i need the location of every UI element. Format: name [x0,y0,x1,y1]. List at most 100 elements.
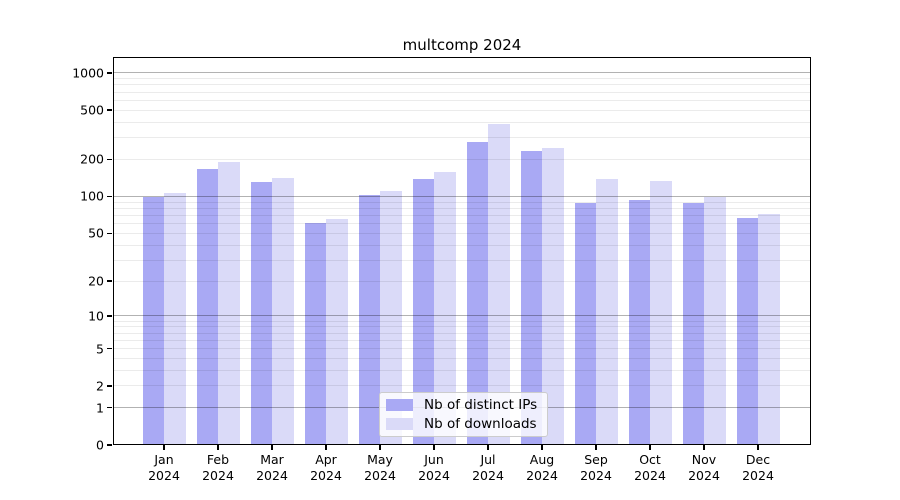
x-axis-tick-oct [649,445,651,450]
bar-ips-jun [412,178,434,445]
y-axis-tick-1 [107,406,112,409]
x-axis-label-feb: Feb 2024 [202,452,234,483]
gridline-minor-30 [114,259,810,261]
gridline-minor-90 [114,201,810,203]
x-axis-tick-apr [325,445,327,450]
y-axis-tick-500 [107,109,112,111]
x-axis-label-apr: Apr 2024 [310,452,342,483]
y-axis-label-1: 1 [96,400,104,416]
legend-label-distinct-ips: Nb of distinct IPs [424,397,538,413]
gridline-minor-9 [114,320,810,322]
bar-ips-may [358,194,380,445]
bar-downloads-feb [218,162,240,445]
y-axis-tick-1000 [107,72,112,74]
bar-ips-jan [142,197,164,445]
gridline-minor-400 [114,121,810,123]
x-axis-tick-jan [163,445,165,450]
y-axis-label-5: 5 [96,341,104,356]
bar-downloads-mar [272,178,294,445]
x-axis-label-jul: Jul 2024 [472,452,504,483]
bar-downloads-aug [542,147,564,445]
gridline-minor-70 [114,214,810,216]
x-axis-label-oct: Oct 2024 [634,452,666,483]
gridline-minor-600 [114,99,810,101]
y-axis-label-20: 20 [88,273,104,289]
x-axis-tick-may [379,445,381,450]
y-axis-tick-0 [107,444,112,446]
x-axis-label-jan: Jan 2024 [148,452,180,483]
bar-ips-feb [196,169,218,445]
bar-downloads-nov [704,197,726,445]
y-axis-label-50: 50 [88,225,104,241]
y-axis-label-2: 2 [96,378,104,394]
gridline-minor-20 [114,280,810,282]
x-axis-label-mar: Mar 2024 [256,452,288,483]
y-axis-label-100: 100 [80,188,104,204]
y-axis-label-200: 200 [80,151,104,167]
bar-downloads-sep [596,178,618,445]
y-axis-tick-50 [107,232,112,234]
gridline-minor-80 [114,207,810,209]
bar-ips-oct [628,200,650,445]
gridline-minor-800 [114,84,810,86]
bar-downloads-jan [164,193,186,445]
x-axis-tick-aug [541,445,543,450]
x-axis-tick-mar [271,445,273,450]
gridline-minor-2 [114,385,810,387]
y-axis-tick-5 [107,347,112,350]
bar-ips-aug [520,150,542,445]
legend-swatch-downloads-icon [386,418,413,430]
gridline-minor-8 [114,326,810,328]
x-axis-tick-nov [703,445,705,450]
x-axis-label-nov: Nov 2024 [688,452,720,483]
bar-ips-sep [574,203,596,445]
bar-downloads-may [380,190,402,445]
gridline-minor-60 [114,223,810,225]
y-axis-label-1000: 1000 [72,65,104,81]
x-axis-label-sep: Sep 2024 [580,452,612,483]
x-axis-tick-dec [757,445,759,450]
legend-swatch-distinct-ips-icon [386,399,413,411]
x-axis-label-aug: Aug 2024 [526,452,558,483]
gridline-minor-50 [114,232,810,234]
y-axis-tick-200 [107,158,112,161]
bar-ips-dec [736,217,758,445]
bar-ips-mar [250,182,272,445]
y-axis-tick-10 [107,315,112,317]
bar-ips-jul [466,141,488,445]
y-axis-tick-100 [107,195,112,198]
y-axis-label-10: 10 [88,308,104,324]
gridline-minor-4 [114,357,810,359]
x-axis-tick-jul [487,445,489,450]
bar-downloads-apr [326,219,348,445]
x-axis-label-dec: Dec 2024 [742,452,774,483]
chart-title: multcomp 2024 [402,36,522,54]
gridline-minor-200 [114,158,810,160]
gridline-minor-6 [114,339,810,341]
y-axis-label-500: 500 [80,102,104,118]
legend: Nb of distinct IPs Nb of downloads [379,392,549,437]
gridline-minor-3 [114,369,810,371]
y-axis-tick-20 [107,280,112,282]
gridline-minor-900 [114,78,810,80]
gridline-minor-500 [114,109,810,111]
bar-downloads-jul [488,123,510,445]
legend-item-distinct-ips: Nb of distinct IPs [386,397,537,413]
gridline-major-10 [114,315,810,317]
x-axis-label-may: May 2024 [364,452,396,483]
legend-item-downloads: Nb of downloads [386,416,537,432]
gridline-minor-700 [114,91,810,93]
bar-ips-nov [682,203,704,445]
bar-ips-apr [304,222,326,445]
x-axis-tick-feb [217,445,219,450]
x-axis-tick-jun [433,445,435,450]
y-axis-tick-2 [107,385,112,387]
bar-downloads-oct [650,180,672,445]
gridline-major-1000 [114,72,810,74]
x-axis-label-jun: Jun 2024 [418,452,450,483]
gridline-major-100 [114,195,810,197]
x-axis-tick-sep [595,445,597,450]
gridline-minor-7 [114,332,810,334]
y-axis-label-0: 0 [96,437,104,453]
